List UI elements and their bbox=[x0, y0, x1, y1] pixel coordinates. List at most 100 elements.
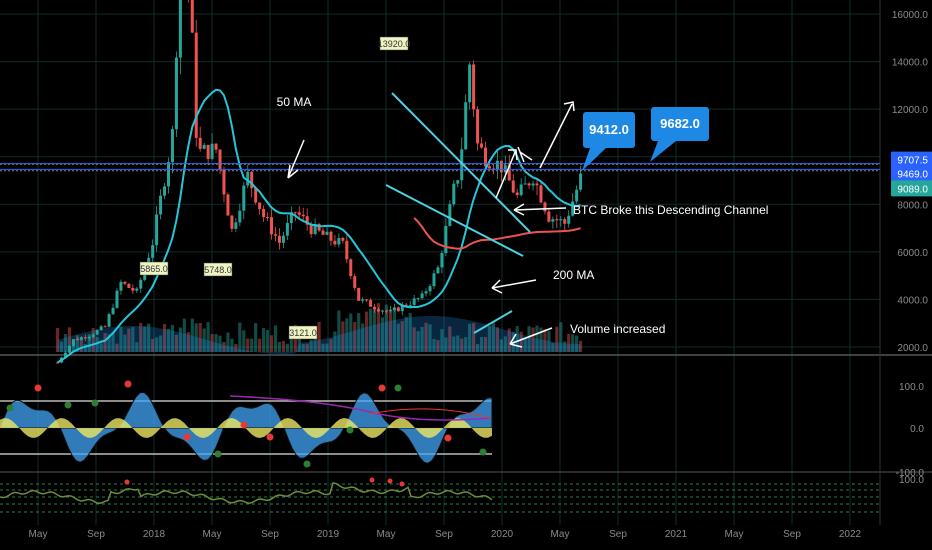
candle-body bbox=[317, 224, 321, 231]
candle-body bbox=[115, 290, 119, 308]
volume-bar bbox=[250, 338, 254, 352]
axes: 2000.04000.06000.08000.010000.012000.014… bbox=[29, 10, 932, 540]
price-tick-label: 16000.0 bbox=[892, 10, 929, 21]
volume-bar bbox=[166, 328, 171, 352]
volume-bar bbox=[551, 343, 555, 352]
volume-bar bbox=[119, 326, 123, 352]
candle-body bbox=[543, 202, 547, 212]
volume-bar bbox=[531, 327, 535, 352]
volume-bar bbox=[147, 323, 151, 352]
osc-tick-label: 0.0 bbox=[910, 424, 924, 435]
candle-body bbox=[163, 186, 167, 196]
candle-body bbox=[412, 298, 416, 305]
candle-body bbox=[380, 310, 384, 312]
volume-bar bbox=[174, 334, 179, 352]
osc-dot bbox=[91, 399, 99, 407]
volume-bar bbox=[396, 323, 400, 352]
volume-bar bbox=[262, 328, 266, 352]
ma50-line bbox=[57, 88, 581, 364]
volume-bar bbox=[539, 327, 543, 352]
volume-bar bbox=[162, 324, 167, 352]
candle-body bbox=[476, 109, 480, 144]
volume-bar bbox=[527, 326, 531, 352]
candle-body bbox=[373, 306, 377, 310]
time-tick-label: Sep bbox=[435, 529, 453, 540]
osc-dot bbox=[346, 426, 354, 434]
candle-body bbox=[377, 309, 381, 312]
price-tick-label: 4000.0 bbox=[897, 295, 928, 306]
volume-bar bbox=[313, 337, 317, 352]
candle-body bbox=[123, 281, 127, 284]
volume-bar bbox=[357, 313, 361, 352]
volume-bar bbox=[115, 343, 119, 352]
volume-bar bbox=[555, 326, 559, 352]
candle-body bbox=[468, 64, 472, 103]
volume-bar bbox=[495, 327, 499, 352]
annotation-channel: BTC Broke this Descending Channel bbox=[573, 203, 768, 217]
volume-bar bbox=[151, 338, 155, 352]
volume-bar bbox=[460, 338, 464, 352]
candle-body bbox=[285, 223, 289, 236]
volume-bar bbox=[127, 328, 131, 352]
candle-body bbox=[519, 184, 523, 196]
candle-body bbox=[369, 300, 373, 307]
candle-body bbox=[254, 188, 258, 203]
candle-body bbox=[404, 304, 408, 306]
candle-body bbox=[400, 304, 404, 312]
candle-body bbox=[523, 183, 527, 185]
volume-bar bbox=[238, 322, 242, 352]
volume-bar bbox=[59, 341, 64, 352]
volume-bar bbox=[95, 336, 99, 352]
candle-body bbox=[345, 240, 349, 260]
candle-body bbox=[119, 281, 123, 291]
candle-body bbox=[127, 283, 131, 288]
candle-body bbox=[495, 160, 499, 170]
candle-body bbox=[444, 225, 448, 254]
candle-body bbox=[305, 216, 309, 225]
osc-wave-yellow bbox=[0, 418, 492, 438]
callout-tail bbox=[582, 148, 606, 171]
price-label-box bbox=[203, 262, 233, 277]
candle-body bbox=[234, 222, 238, 229]
time-tick-label: 2022 bbox=[839, 529, 862, 540]
volume-bar bbox=[55, 327, 60, 352]
candle-body bbox=[555, 219, 559, 221]
annotations: 5865.0 5748.0 3121.0 13920.0 50 MA 9412.0 9682… bbox=[139, 36, 768, 348]
arrow-target bbox=[517, 101, 575, 169]
candle-body bbox=[281, 235, 285, 243]
volume-bar bbox=[269, 335, 274, 352]
arrow-channel bbox=[513, 203, 567, 216]
volume-bar bbox=[131, 327, 135, 352]
volume-bar bbox=[234, 343, 238, 352]
candle-body bbox=[210, 143, 214, 159]
candle-body bbox=[67, 345, 71, 353]
candle-body bbox=[79, 337, 83, 340]
volume-bar bbox=[337, 310, 341, 352]
volume-bar bbox=[412, 327, 416, 352]
volume-bar bbox=[79, 337, 83, 352]
candle-body bbox=[420, 293, 424, 299]
volume-bar bbox=[487, 325, 492, 352]
candle-body bbox=[384, 310, 388, 312]
candle-body bbox=[135, 288, 139, 291]
candle-body bbox=[159, 195, 163, 215]
volume-bar bbox=[499, 339, 503, 352]
candle-body bbox=[535, 183, 539, 186]
rsi-dot bbox=[387, 478, 393, 484]
volume-bar bbox=[559, 322, 563, 352]
candle-body bbox=[238, 210, 242, 223]
candle-body bbox=[111, 307, 115, 315]
volume-bar bbox=[254, 323, 258, 352]
volume-bar bbox=[452, 336, 456, 352]
price-label-text: 13920.0 bbox=[378, 39, 411, 49]
volume-bar bbox=[265, 330, 270, 352]
candle-body bbox=[230, 215, 234, 229]
volume-bar bbox=[139, 322, 143, 352]
osc-dot bbox=[240, 421, 248, 429]
osc-tick-label: 100.0 bbox=[899, 382, 924, 393]
price-label-text: 3121.0 bbox=[289, 328, 317, 338]
candle-body bbox=[436, 267, 440, 274]
volume-bar bbox=[111, 331, 115, 352]
osc-dot bbox=[34, 384, 42, 392]
price-label-box bbox=[139, 261, 169, 276]
